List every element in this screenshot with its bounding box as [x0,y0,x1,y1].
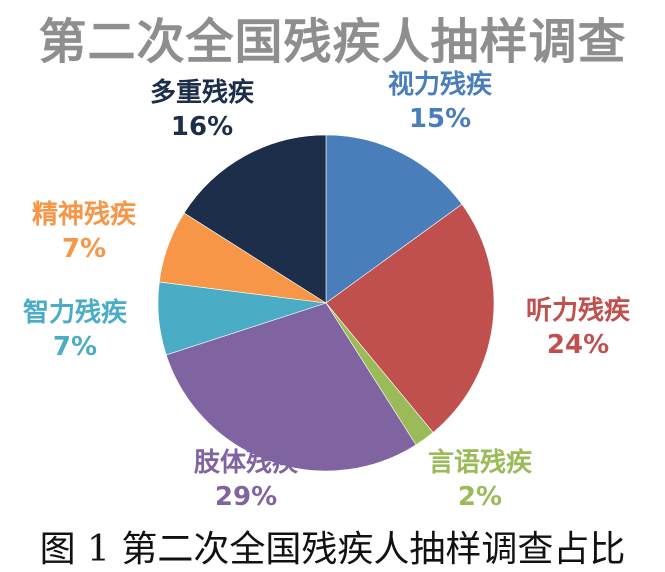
pie-slice-3 [165,302,417,472]
pie-slice-1 [325,203,495,433]
chart-title: 第二次全国残疾人抽样调查 [38,14,627,70]
slice-label-2: 言语残疾 2% [428,446,532,514]
slice-label-6-value: 16% [170,112,234,142]
slice-label-5: 精神残疾 7% [32,198,136,266]
slice-label-4-name: 智力残疾 [22,298,128,328]
slice-label-1: 听力残疾 24% [526,294,630,362]
slice-label-2-value: 2% [457,482,503,512]
slice-label-0-name: 视力残疾 [387,70,493,100]
slice-label-1-name: 听力残疾 [525,296,631,326]
slice-label-3-name: 肢体残疾 [193,448,299,478]
slice-label-5-name: 精神残疾 [31,200,137,230]
slice-label-3: 肢体残疾 29% [194,446,298,514]
slice-label-0-value: 15% [408,104,472,134]
slice-label-4-value: 7% [52,332,98,362]
slice-label-6: 多重残疾 16% [150,76,254,144]
slice-label-1-value: 24% [546,330,610,360]
pie-slice-6 [183,134,327,304]
slice-label-5-value: 7% [61,234,107,264]
slice-label-2-name: 言语残疾 [427,448,533,478]
slice-label-0: 视力残疾 15% [388,68,492,136]
slice-label-4: 智力残疾 7% [23,296,127,364]
figure-caption: 图 1 第二次全国残疾人抽样调查占比 [39,529,626,570]
pie-slice-0 [325,134,463,304]
slice-label-6-name: 多重残疾 [149,78,255,108]
slice-label-3-value: 29% [214,482,278,512]
